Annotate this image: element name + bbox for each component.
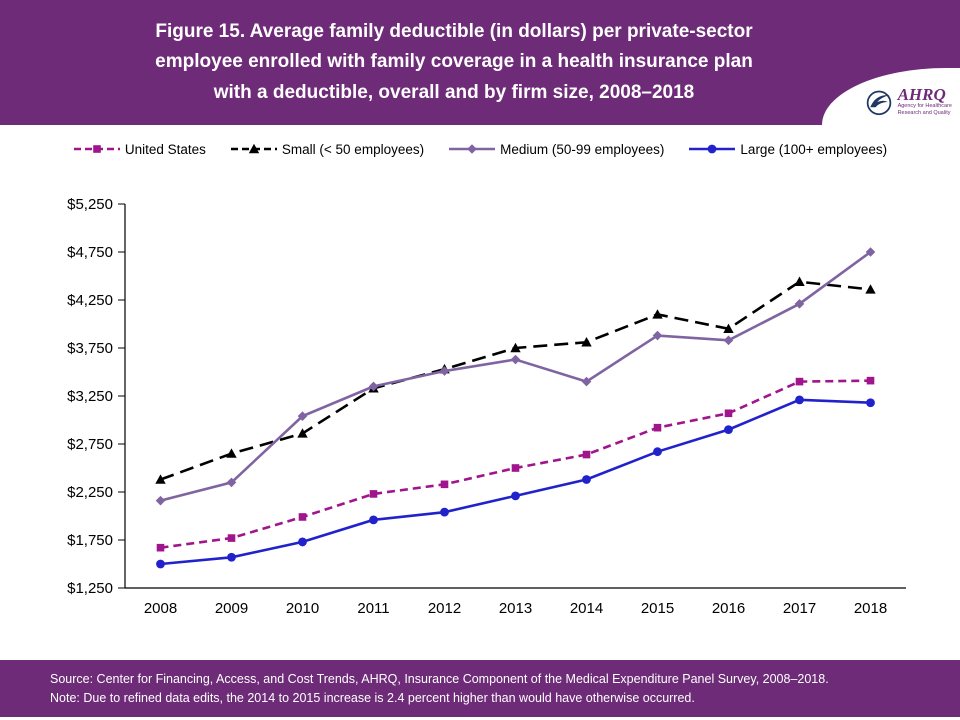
figure-title-line: with a deductible, overall and by firm s… (213, 81, 695, 103)
svg-text:$1,750: $1,750 (67, 532, 113, 549)
svg-text:$3,750: $3,750 (67, 340, 113, 357)
svg-text:2012: 2012 (428, 600, 461, 617)
ahrq-logo: AHRQ Agency for Healthcare Research and … (822, 68, 960, 125)
svg-text:$2,750: $2,750 (67, 436, 113, 453)
source-text: Source: Center for Financing, Access, an… (50, 672, 829, 686)
svg-text:$3,250: $3,250 (67, 388, 113, 405)
svg-text:2014: 2014 (570, 600, 603, 617)
legend-item-large-firms: Large (100+ employees) (688, 142, 887, 157)
svg-text:2016: 2016 (712, 600, 745, 617)
ahrq-logo-text: AHRQ Agency for Healthcare Research and … (898, 86, 952, 117)
legend-marker-medium-firms-icon (449, 144, 496, 154)
svg-text:2015: 2015 (641, 600, 674, 617)
svg-text:$2,250: $2,250 (67, 484, 113, 501)
figure-title-line: Figure 15. Average family deductible (in… (155, 21, 753, 43)
svg-text:2017: 2017 (783, 600, 816, 617)
legend-label: Small (< 50 employees) (281, 141, 425, 157)
svg-text:$4,750: $4,750 (67, 244, 113, 261)
legend-marker-united-states-icon (73, 145, 120, 153)
svg-text:2008: 2008 (144, 600, 177, 617)
legend-label: Large (100+ employees) (740, 141, 888, 157)
svg-text:$1,250: $1,250 (67, 580, 113, 597)
note-text: Note: Due to refined data edits, the 201… (50, 691, 695, 706)
svg-text:2018: 2018 (854, 600, 887, 617)
figure-title: Figure 15. Average family deductible (in… (155, 17, 805, 107)
svg-text:2009: 2009 (215, 600, 248, 617)
svg-text:$5,250: $5,250 (67, 196, 113, 213)
footer-band: Source: Center for Financing, Access, an… (0, 660, 960, 717)
chart-legend: United States Small (< 50 employees) Med… (0, 139, 960, 159)
legend-label: United States (124, 141, 206, 157)
svg-text:2011: 2011 (357, 600, 389, 617)
ahrq-tagline-line: Research and Quality (897, 110, 951, 116)
svg-text:2010: 2010 (286, 600, 319, 617)
legend-marker-large-firms-icon (689, 144, 736, 154)
legend-item-small-firms: Small (< 50 employees) (230, 142, 424, 157)
legend-item-medium-firms: Medium (50-99 employees) (448, 142, 664, 157)
legend-label: Medium (50-99 employees) (500, 141, 665, 157)
svg-text:2013: 2013 (499, 600, 532, 617)
header-banner: Figure 15. Average family deductible (in… (0, 0, 960, 125)
legend-item-united-states: United States (73, 142, 206, 157)
figure-title-line: employee enrolled with family coverage i… (155, 51, 753, 73)
chart-section: United States Small (< 50 employees) Med… (0, 139, 960, 660)
line-chart: $1,250 $1,750 $2,250 $2,750 $3,250 $3,750 $4,2… (67, 196, 906, 617)
svg-text:$4,250: $4,250 (67, 292, 113, 309)
hhs-eagle-icon (866, 90, 891, 115)
legend-marker-small-firms-icon (230, 143, 277, 154)
ahrq-wordmark: AHRQ (897, 85, 946, 105)
ahrq-tagline: Agency for Healthcare Research and Quali… (898, 103, 952, 117)
ahrq-tagline-line: Agency for Healthcare (897, 103, 952, 110)
